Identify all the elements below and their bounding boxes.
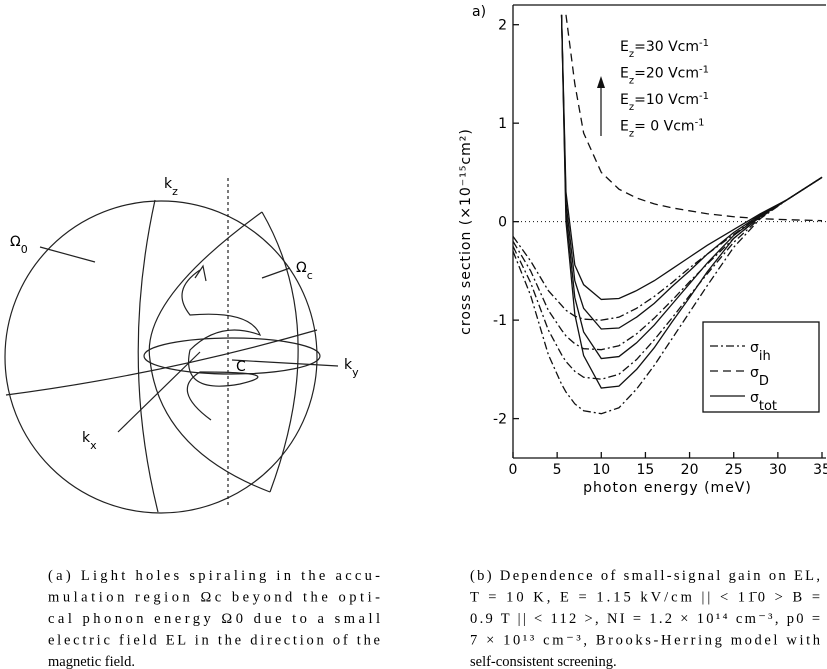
x-tick-label: 5 <box>553 462 562 478</box>
x-tick-label: 35 <box>813 462 827 478</box>
annotation-text: =10 Vcm <box>634 92 699 108</box>
caption-line: self-consistent screening. <box>470 654 617 669</box>
caption-line: T = 10 K, E = 1.15 kV/cm || < 11̄0 > B = <box>470 590 820 606</box>
annotation-sub: z <box>629 102 634 113</box>
sphere <box>4 200 318 514</box>
legend-sub: D <box>759 374 769 389</box>
y-tick-label: 0 <box>498 215 507 231</box>
diagram-label-base: Ω <box>10 234 21 250</box>
annotation: Ez=10 Vcm-1 <box>620 91 709 113</box>
y-tick-label: -2 <box>493 412 507 428</box>
omega-c-boundary <box>148 211 271 493</box>
diagram-label-sub: z <box>172 185 178 198</box>
diagram-label-sub: y <box>352 366 359 379</box>
annotation-base: E <box>620 119 629 135</box>
annotation: Ez=30 Vcm-1 <box>620 38 709 60</box>
annotation-sub: z <box>629 75 634 86</box>
legend-sub: tot <box>759 399 777 414</box>
series-line <box>513 176 823 321</box>
ellipse <box>143 337 321 375</box>
y-tick-label: 2 <box>498 18 507 34</box>
x-tick-label: 20 <box>681 462 699 478</box>
diagram-label: kx <box>82 430 97 452</box>
annotation-base: E <box>620 39 629 55</box>
series-line <box>560 14 823 330</box>
annotation-sub: z <box>629 49 634 60</box>
pointer <box>261 267 291 279</box>
x-tick-label: 15 <box>637 462 655 478</box>
caption-line: 7 × 10¹³ cm⁻³, Brooks-Herring model with <box>470 633 821 649</box>
annotation-text: =30 Vcm <box>634 39 699 55</box>
omega-c-boundary <box>261 211 299 493</box>
diagram-label: C <box>236 359 246 375</box>
kx-axis <box>117 351 201 433</box>
spiral <box>181 269 262 421</box>
annotation-sup: -1 <box>695 117 705 128</box>
diagram-label-base: C <box>236 359 246 375</box>
plot-area <box>513 14 823 415</box>
diagram-label-base: k <box>164 176 173 192</box>
series-line <box>513 176 823 380</box>
annotation-sup: -1 <box>699 64 709 75</box>
legend-symbol: σ <box>750 390 759 406</box>
caption-line: magnetic field. <box>48 654 135 669</box>
legend-label: σtot <box>750 390 777 414</box>
caption-line: 0.9 T || < 112 >, NI = 1.2 × 10¹⁴ cm⁻³, … <box>470 611 820 627</box>
series-line <box>513 176 823 351</box>
diagram-label-base: k <box>344 357 353 373</box>
x-tick-label: 30 <box>769 462 787 478</box>
caption-line: (b) Dependence of small-signal gain on E… <box>470 568 820 584</box>
arrow-head <box>597 76 605 88</box>
y-tick-label: -1 <box>493 313 507 329</box>
annotation-base: E <box>620 66 629 82</box>
y-axis-label: cross section (×10⁻¹⁵cm²) <box>458 128 474 335</box>
caption-line: mulation region Ωc beyond the opti- <box>48 590 380 606</box>
legend-symbol: σ <box>750 365 759 381</box>
annotation: Ez= 0 Vcm-1 <box>620 117 705 139</box>
caption-line: electric field EL in the direction of th… <box>48 633 380 649</box>
annotation-text: = 0 Vcm <box>634 119 694 135</box>
series-line <box>513 176 823 415</box>
diagram-label-sub: c <box>307 269 313 282</box>
annotation-base: E <box>620 92 629 108</box>
diagram-label-base: k <box>82 430 91 446</box>
legend-box <box>702 321 820 413</box>
pointer <box>39 246 96 263</box>
diagram-label: Ωc <box>296 260 313 282</box>
panel-label: a) <box>472 4 486 20</box>
annotation: Ez=20 Vcm-1 <box>620 64 709 86</box>
annotation-sub: z <box>629 128 634 139</box>
diagram-label-base: Ω <box>296 260 307 276</box>
annotation-text: =20 Vcm <box>634 66 699 82</box>
spiral-arrow <box>194 264 207 282</box>
legend-sub: ih <box>759 349 771 364</box>
annotation-sup: -1 <box>699 38 709 49</box>
diagram-label: kz <box>164 176 178 198</box>
y-tick-label: 1 <box>498 116 507 132</box>
equator <box>5 329 318 396</box>
sphere-diagram <box>4 178 339 514</box>
x-tick-label: 10 <box>592 462 610 478</box>
series-line <box>560 14 823 301</box>
x-axis-label: photon energy (meV) <box>583 480 752 496</box>
legend-label: σih <box>750 340 771 364</box>
diagram-label-sub: 0 <box>21 243 28 256</box>
x-tick-label: 25 <box>725 462 743 478</box>
meridian <box>137 199 159 513</box>
x-tick-label: 0 <box>509 462 518 478</box>
diagram-label: ky <box>344 357 359 379</box>
diagram-label-sub: x <box>90 439 97 452</box>
annotation-sup: -1 <box>699 91 709 102</box>
ky-axis <box>231 359 339 367</box>
caption-line: cal phonon energy Ω0 due to a small <box>48 611 380 627</box>
diagram-label: Ω0 <box>10 234 28 256</box>
legend-label: σD <box>750 365 769 389</box>
caption-line: (a) Light holes spiraling in the accu- <box>48 568 380 584</box>
series-line <box>560 14 823 389</box>
legend-symbol: σ <box>750 340 759 356</box>
